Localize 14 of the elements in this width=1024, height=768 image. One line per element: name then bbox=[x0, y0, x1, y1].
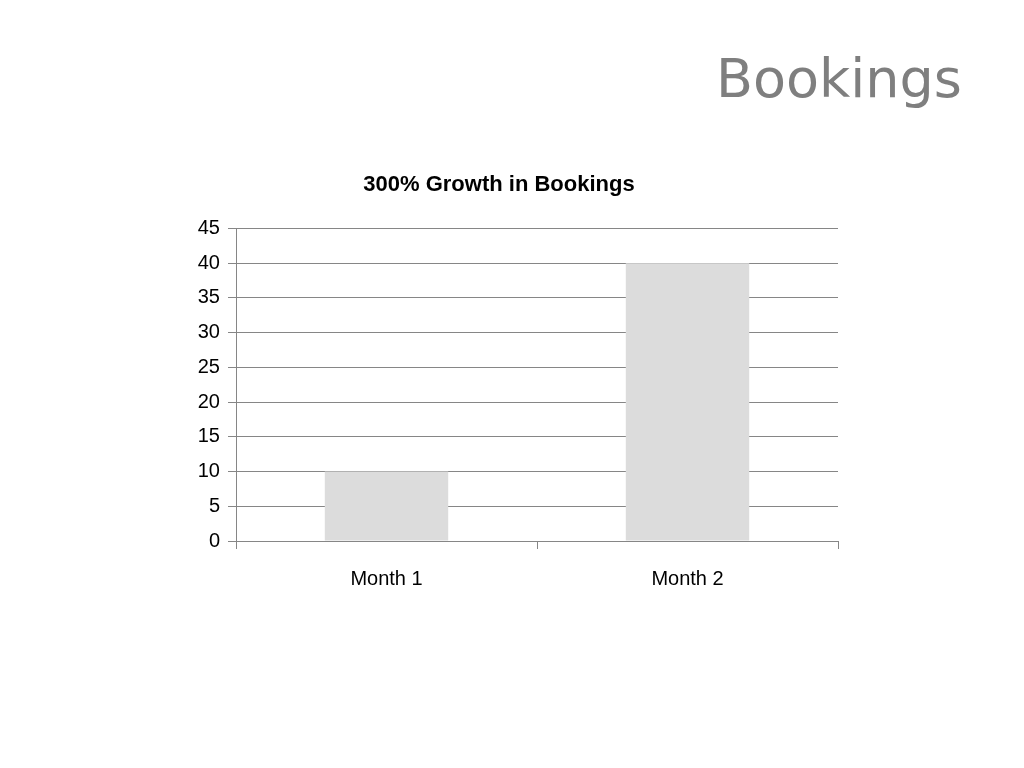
chart-title: Bookings bbox=[715, 47, 962, 110]
y-tick-label: 40 bbox=[197, 250, 220, 273]
y-tick-label: 0 bbox=[208, 528, 220, 551]
chart-subtitle: 300% Growth in Bookings bbox=[363, 171, 635, 197]
x-tick-label: Month 2 bbox=[651, 566, 724, 589]
x-tick-label: Month 1 bbox=[350, 566, 423, 589]
y-tick-label: 45 bbox=[197, 215, 220, 238]
y-tick-label: 35 bbox=[197, 285, 220, 308]
y-tick-label: 20 bbox=[197, 389, 220, 412]
y-tick-label: 15 bbox=[197, 424, 220, 447]
y-tick-label: 10 bbox=[197, 459, 220, 482]
y-tick-label: 5 bbox=[208, 493, 220, 516]
y-tick-label: 30 bbox=[197, 320, 220, 343]
y-tick-label: 25 bbox=[197, 354, 220, 377]
